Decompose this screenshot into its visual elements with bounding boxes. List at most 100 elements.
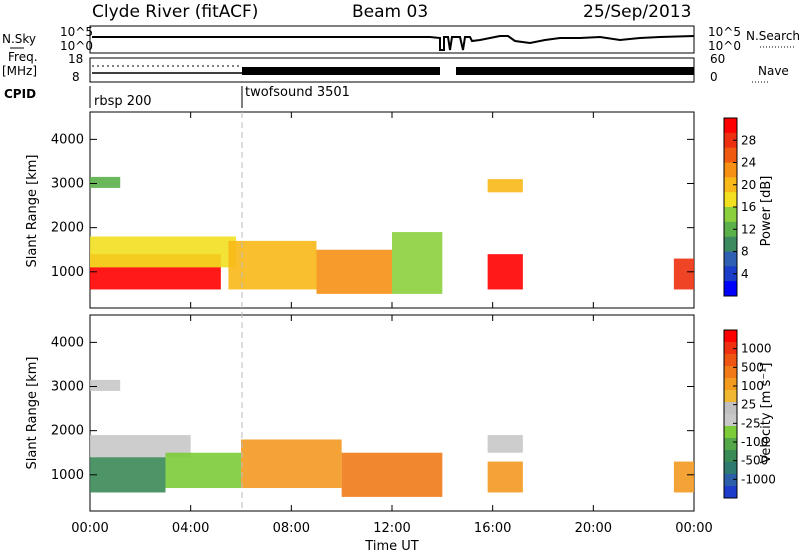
velocity-colorbar: 1000 500 100 25 -25 -100 -500 -1000	[723, 329, 776, 499]
colorbar-swatch	[724, 177, 737, 193]
power-colorbar: 28 24 20 16 12 8 4	[723, 117, 756, 297]
colorbar-swatch	[724, 132, 737, 149]
nsky-label: N.Sky	[2, 32, 36, 46]
heatmap-cell	[165, 452, 241, 489]
sky-tick-hi: 10^5	[60, 25, 93, 39]
nsky-trace	[92, 35, 695, 51]
beam-title: Beam 03	[352, 2, 428, 22]
power-cbar-label: Power [dB]	[759, 176, 774, 247]
freq-tick-lo: 8	[72, 70, 80, 84]
heatmap-cell	[241, 439, 342, 489]
nave-block-2	[456, 67, 694, 75]
colorbar-swatch	[724, 281, 737, 297]
x-tick-label: 16:00	[474, 521, 511, 536]
colorbar-tick-label: -1000	[741, 472, 776, 486]
heatmap-cell	[90, 176, 121, 188]
colorbar-swatch	[724, 251, 737, 267]
colorbar-tick-label: -25	[741, 416, 761, 430]
y-tick-label: 4000	[51, 132, 84, 147]
sky-tick-lo: 10^0	[60, 39, 93, 53]
cpid-label: CPID	[4, 87, 36, 101]
heatmap-cell	[487, 254, 523, 290]
cpid-segment-1: rbsp 200	[94, 94, 152, 109]
freq-tick-hi: 18	[68, 52, 83, 66]
freq-label: Freq.	[8, 50, 38, 64]
colorbar-swatch	[724, 426, 737, 439]
heatmap-cell	[90, 457, 166, 493]
heatmap-cell	[673, 461, 694, 493]
colorbar-swatch	[724, 366, 737, 379]
heatmap-cell	[90, 236, 236, 268]
colorbar-tick-label: 16	[741, 200, 756, 214]
heatmap-cell	[316, 249, 392, 294]
colorbar-frame	[723, 329, 738, 499]
colorbar-tick-label: -500	[741, 454, 768, 468]
search-tick-lo: 10^0	[708, 39, 741, 53]
colorbar-tick-label: 100	[741, 379, 764, 393]
freq-unit: [MHz]	[2, 64, 37, 78]
x-tick-label: 12:00	[373, 521, 410, 536]
colorbar-swatch	[724, 342, 737, 355]
y-tick-label: 2000	[51, 221, 84, 236]
colorbar-tick-label: 4	[741, 267, 749, 281]
axes: 00:00 04:00 08:00 12:00 16:00 20:00 00:00 1000 1…	[51, 112, 713, 536]
colorbar-swatch	[724, 414, 737, 427]
nave-tick-hi: 60	[710, 52, 725, 66]
y-tick-label: 3000	[51, 177, 84, 192]
colorbar-swatch	[724, 221, 737, 238]
colorbar-swatch	[724, 450, 737, 463]
y-tick-label: 3000	[51, 380, 84, 395]
cpid-segment-2: twofsound 3501	[245, 85, 350, 100]
colorbar-swatch	[724, 438, 737, 451]
heatmap-cell	[487, 179, 523, 193]
x-axis-label: Time UT	[364, 539, 418, 554]
search-tick-hi: 10^5	[708, 25, 741, 39]
nave-label: Nave	[758, 64, 789, 78]
colorbar-swatch	[724, 462, 737, 475]
colorbar-tick-label: 25	[741, 398, 756, 412]
colorbar-swatch	[724, 192, 737, 208]
colorbar-swatch	[724, 207, 737, 223]
heatmap-cell	[673, 258, 694, 290]
y-tick-label: 1000	[51, 265, 84, 280]
colorbar-swatch	[724, 162, 737, 178]
radar-title: Clyde River (fitACF)	[92, 2, 258, 22]
heatmap-cell	[90, 379, 121, 391]
colorbar-tick-label: 12	[741, 222, 756, 236]
date-title: 25/Sep/2013	[583, 2, 691, 22]
colorbar-swatch	[724, 236, 737, 252]
colorbar-swatch	[724, 402, 737, 415]
heatmap-cell	[487, 435, 523, 453]
velocity-heatmap	[90, 379, 694, 497]
power-ylabel: Slant Range [km]	[25, 155, 40, 268]
colorbar-tick-label: 500	[741, 360, 764, 374]
colorbar-swatch	[724, 147, 737, 163]
heatmap-cell	[341, 452, 443, 497]
colorbar-swatch	[724, 354, 737, 367]
heatmap-cell	[392, 232, 443, 294]
colorbar-tick-label: 1000	[741, 342, 772, 356]
colorbar-swatch	[724, 266, 737, 282]
power-heatmap	[90, 176, 694, 294]
x-tick-label: 04:00	[172, 521, 209, 536]
x-tick-label: 00:00	[675, 521, 712, 536]
velocity-ylabel: Slant Range [km]	[25, 357, 40, 470]
y-tick-label: 4000	[51, 335, 84, 350]
nave-block	[242, 67, 440, 75]
velocity-cbar-label: Velocity [m s⁻¹]	[759, 363, 774, 464]
x-tick-label: 08:00	[273, 521, 310, 536]
colorbar-swatch	[724, 390, 737, 403]
colorbar-tick-label: 24	[741, 156, 756, 170]
colorbar-tick-label: 8	[741, 245, 749, 259]
colorbar-swatch	[724, 378, 737, 391]
heatmap-cell	[90, 435, 191, 458]
colorbar-swatch	[724, 330, 737, 343]
nsky-panel	[89, 25, 695, 54]
colorbar-swatch	[724, 486, 737, 499]
heatmap-cell	[228, 240, 317, 290]
colorbar-swatch	[724, 118, 737, 134]
heatmap-cell	[487, 461, 523, 493]
x-tick-label: 20:00	[575, 521, 612, 536]
colorbar-swatch	[724, 474, 737, 487]
